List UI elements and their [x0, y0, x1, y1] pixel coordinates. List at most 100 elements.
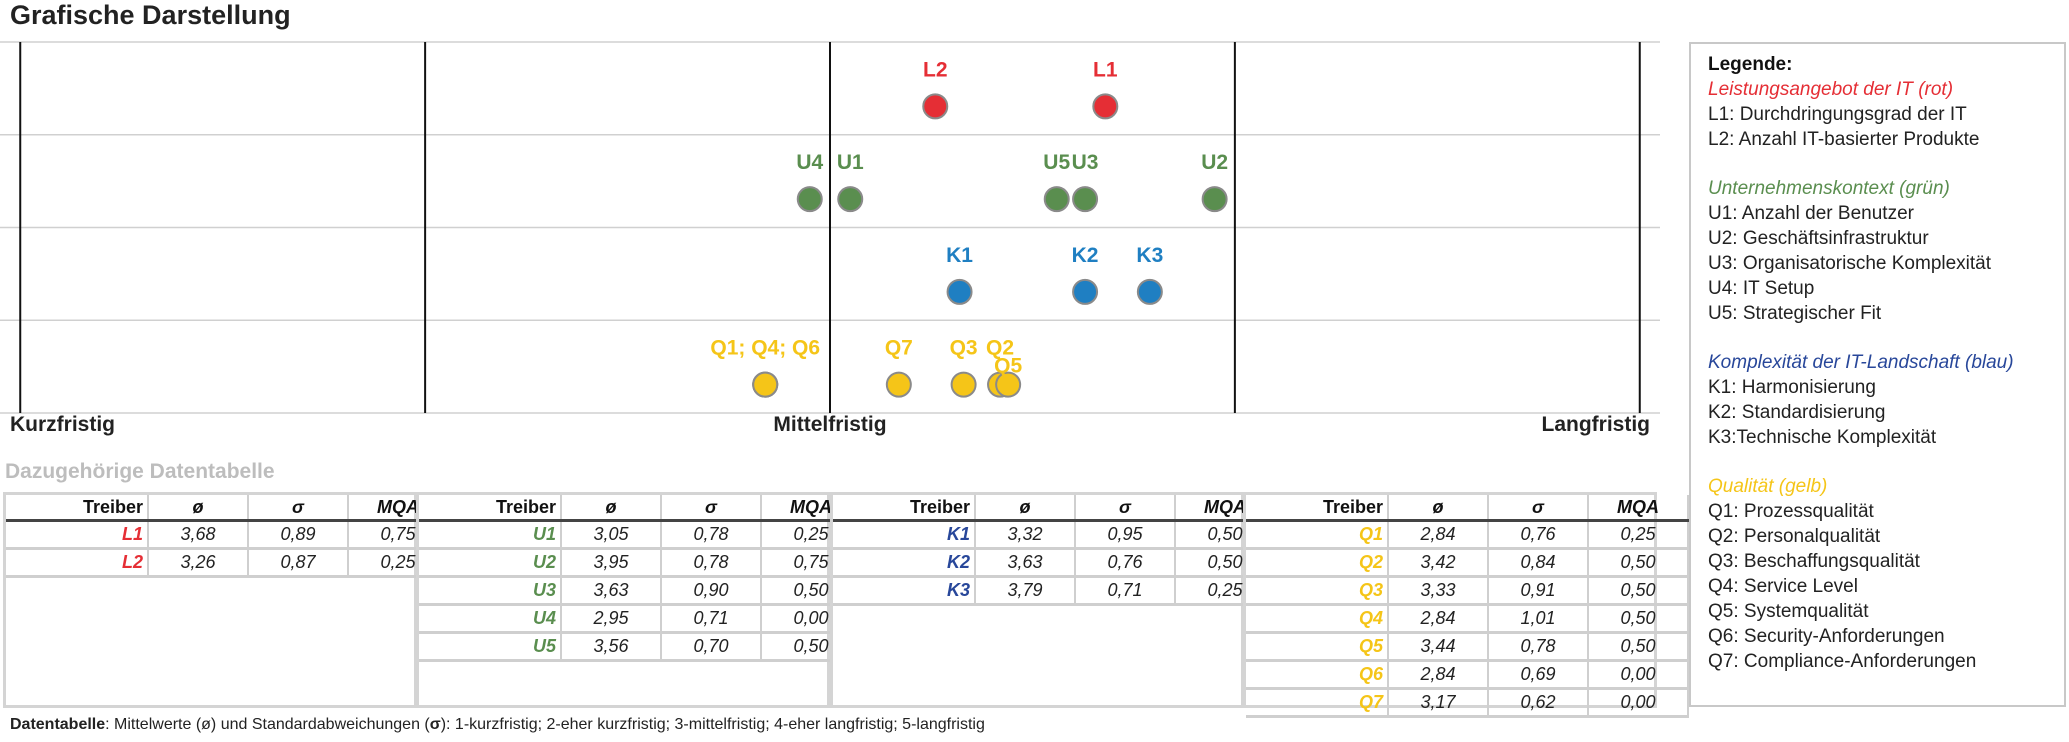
table-header: ø	[148, 495, 249, 522]
table-cell: 2,84	[1388, 660, 1489, 690]
legend-item: Q6: Security-Anforderungen	[1708, 626, 1945, 647]
legend-item: K2: Standardisierung	[1708, 402, 1886, 423]
table-cell: 1,01	[1488, 604, 1589, 634]
table-row: K2 3,63 0,76 0,50	[833, 548, 1276, 578]
table-cell: 0,95	[1075, 520, 1176, 550]
legend-item: U1: Anzahl der Benutzer	[1708, 203, 1914, 224]
point-k2	[1072, 278, 1099, 305]
table-cell: 0,76	[1488, 520, 1589, 550]
point-q3	[950, 371, 977, 398]
point-k1	[946, 278, 973, 305]
table-cell: 0,00	[1588, 660, 1689, 690]
legend-category: Unternehmenskontext (grün)	[1708, 178, 1950, 199]
table-header: MQA	[1588, 495, 1689, 522]
table-cell: 3,63	[561, 576, 662, 606]
footnote-sigma: σ	[429, 716, 441, 733]
point-label-k1: K1	[946, 244, 973, 267]
table-cell: 3,26	[148, 548, 249, 578]
legend-item: K1: Harmonisierung	[1708, 377, 1876, 398]
table-header: Treiber	[833, 495, 976, 522]
point-label-u5: U5	[1043, 151, 1070, 174]
point-label-l1: L1	[1093, 58, 1118, 81]
legend-category: Komplexität der IT-Landschaft (blau)	[1708, 352, 2014, 373]
table-cell: 3,95	[561, 548, 662, 578]
table-cell: 2,95	[561, 604, 662, 634]
legend-item: Q5: Systemqualität	[1708, 601, 1869, 622]
table-cell: 0,50	[1588, 576, 1689, 606]
table-row: K1 3,32 0,95 0,50	[833, 520, 1276, 550]
table-header: Treiber	[1246, 495, 1389, 522]
point-label-u3: U3	[1072, 151, 1099, 174]
table-row: Q3 3,33 0,91 0,50	[1246, 576, 1689, 606]
table-cell: 2,84	[1388, 604, 1489, 634]
table-header: Treiber	[419, 495, 562, 522]
legend-groups: Leistungsangebot der IT (rot) L1: Durchdr…	[1708, 77, 2064, 674]
table-cell: Q6	[1246, 660, 1389, 690]
legend-item: L1: Durchdringungsgrad der IT	[1708, 104, 1967, 125]
x-axis-label-kurzfristig: Kurzfristig	[10, 413, 115, 436]
legend-item: K3:Technische Komplexität	[1708, 427, 1937, 448]
table-cell: 2,84	[1388, 520, 1489, 550]
table-cell: 3,79	[975, 576, 1076, 606]
data-table-2: Treiber ø σ MQA U1 3,05 0,78 0,25 U2 3,95 0,78 0,75…	[416, 492, 862, 708]
table-row: Q6 2,84 0,69 0,00	[1246, 660, 1689, 690]
table-row: L1 3,68 0,89 0,75	[6, 520, 449, 550]
legend-category: Leistungsangebot der IT (rot)	[1708, 79, 1954, 100]
legend-item: Q7: Compliance-Anforderungen	[1708, 651, 1977, 672]
point-label-u4: U4	[796, 151, 823, 174]
legend-item: L2: Anzahl IT-basierter Produkte	[1708, 129, 1980, 150]
table-header: σ	[661, 495, 762, 522]
point-label-q5: Q5	[994, 355, 1022, 378]
table-cell: 0,91	[1488, 576, 1589, 606]
data-table-4: Treiber ø σ MQA Q1 2,84 0,76 0,25 Q2 3,42 0,84 0,50…	[1243, 492, 1689, 718]
legend-item: Q3: Beschaffungsqualität	[1708, 551, 1920, 572]
table-row: U3 3,63 0,90 0,50	[419, 576, 862, 606]
legend: Legende: Leistungsangebot der IT (rot) L1…	[1689, 42, 2066, 707]
table-cell: Q2	[1246, 548, 1389, 578]
point-l1	[1092, 93, 1119, 120]
table-cell: 0,25	[1588, 520, 1689, 550]
footnote-rest: ): 1-kurzfristig; 2-eher kurzfristig; 3-…	[440, 716, 985, 733]
table-row: U5 3,56 0,70 0,50	[419, 632, 862, 662]
table-row: U1 3,05 0,78 0,25	[419, 520, 862, 550]
table-cell: 0,87	[248, 548, 349, 578]
point-label-l2: L2	[923, 58, 948, 81]
table-cell: 0,00	[1588, 688, 1689, 718]
legend-item: Q1: Prozessqualität	[1708, 501, 1874, 522]
x-axis-label-mittelfristig: Mittelfristig	[773, 413, 887, 436]
point-u2	[1201, 186, 1228, 213]
legend-item: Q2: Personalqualität	[1708, 526, 1881, 547]
table-row: K3 3,79 0,71 0,25	[833, 576, 1276, 606]
table-cell: L2	[6, 548, 149, 578]
table-cell: 0,69	[1488, 660, 1589, 690]
point-u5	[1043, 186, 1070, 213]
table-cell: Q1	[1246, 520, 1389, 550]
page-title: Grafische Darstellung	[10, 0, 291, 30]
table-header: ø	[561, 495, 662, 522]
legend-item: Q4: Service Level	[1708, 576, 1858, 597]
table-header: ø	[975, 495, 1076, 522]
table-cell: 0,78	[1488, 632, 1589, 662]
footnote-bold: Datentabelle	[10, 716, 106, 733]
table-cell: 0,76	[1075, 548, 1176, 578]
table-cell: 0,71	[661, 604, 762, 634]
table-cell: 3,44	[1388, 632, 1489, 662]
footnote: Datentabelle: Mittelwerte (ø) und Standa…	[10, 716, 985, 734]
legend-group: Qualität (gelb) Q1: Prozessqualität Q2: Pe…	[1708, 474, 2064, 674]
point-q7	[885, 371, 912, 398]
point-label-k2: K2	[1072, 244, 1099, 267]
table-cell: 3,05	[561, 520, 662, 550]
table-header: σ	[248, 495, 349, 522]
table-row: U2 3,95 0,78 0,75	[419, 548, 862, 578]
table-cell: 0,78	[661, 520, 762, 550]
legend-title: Legende:	[1708, 54, 1793, 75]
chart-grid	[0, 41, 1660, 414]
table-cell: 3,33	[1388, 576, 1489, 606]
x-axis-label-langfristig: Langfristig	[1541, 413, 1651, 436]
table-cell: 0,50	[1588, 548, 1689, 578]
table-header: Treiber	[6, 495, 149, 522]
table-header: σ	[1075, 495, 1176, 522]
point-l2	[922, 93, 949, 120]
table-cell: 0,70	[661, 632, 762, 662]
point-label-u2: U2	[1201, 151, 1228, 174]
